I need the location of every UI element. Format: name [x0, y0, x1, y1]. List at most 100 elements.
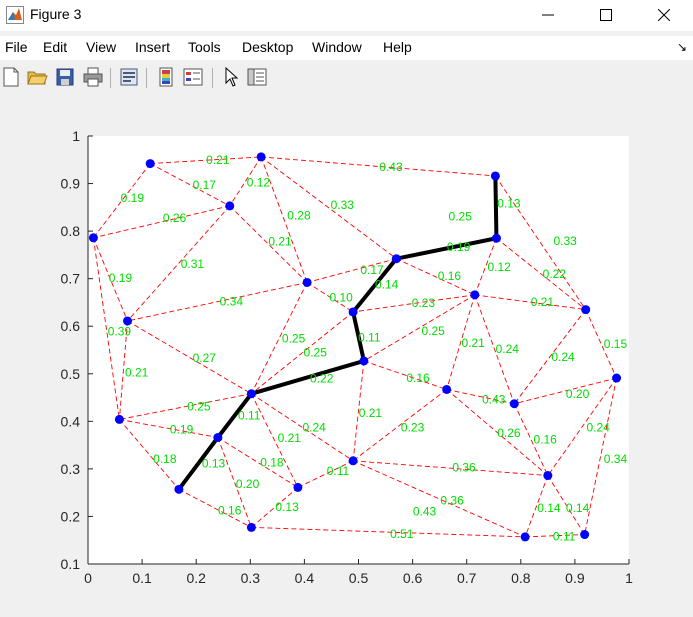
y-tick-label: 0.3 — [61, 461, 81, 477]
x-tick-label: 0.6 — [403, 570, 423, 586]
graph-node — [359, 356, 369, 366]
new-figure-icon[interactable] — [0, 66, 22, 88]
graph-node — [293, 482, 303, 492]
edge-weight-label: 0.14 — [375, 277, 399, 291]
edge-weight-label: 0.11 — [553, 529, 576, 543]
y-tick-label: 0.5 — [61, 366, 81, 382]
graph-node — [391, 254, 401, 264]
edge-weight-label: 0.24 — [496, 342, 520, 356]
edge-weight-label: 0.21 — [531, 295, 555, 309]
graph-edge — [251, 487, 299, 528]
edge-weight-label: 0.19 — [121, 191, 145, 205]
maximize-button[interactable] — [576, 0, 636, 31]
graph-edge — [229, 205, 308, 283]
edge-weight-label: 0.21 — [206, 153, 230, 167]
edge-weight-label: 0.16 — [406, 371, 430, 385]
edge-weight-label: 0.25 — [304, 345, 328, 359]
graph-node — [302, 277, 312, 287]
window-title: Figure 3 — [30, 6, 82, 22]
figure-canvas-area: 0.21 0.43 0.17 0.12 0.19 0.33 0.13 0.26 0.28 0.25… — [0, 96, 693, 617]
graph-edge — [396, 258, 476, 296]
menu-insert[interactable]: Insert — [135, 39, 171, 55]
print-preview-icon[interactable] — [118, 66, 140, 88]
graph-node — [442, 384, 452, 394]
edge-weight-label: 0.14 — [566, 501, 590, 515]
edge-weight-label: 0.22 — [543, 267, 567, 281]
edge-weight-label: 0.19 — [109, 271, 133, 285]
graph-edge — [524, 475, 549, 538]
graph-edge — [446, 389, 549, 476]
graph-edge — [352, 460, 526, 538]
minimize-button[interactable] — [518, 0, 578, 31]
matlab-logo-icon — [6, 6, 24, 24]
edge-weight-label: 0.21 — [278, 431, 302, 445]
save-icon[interactable] — [54, 66, 76, 88]
edge-weight-label: 0.11 — [327, 464, 350, 478]
menu-file[interactable]: File — [5, 39, 28, 55]
path-layer — [176, 173, 499, 492]
edge-weight-label: 0.33 — [331, 198, 355, 212]
graph-edge — [446, 294, 476, 390]
graph-edge — [150, 163, 230, 207]
graph-node — [470, 290, 480, 300]
edge-weight-label: 0.11 — [358, 331, 381, 345]
edge-weight-label: 0.26 — [163, 211, 187, 225]
graph-node — [581, 305, 591, 315]
edge-weight-label: 0.12 — [487, 260, 511, 274]
menu-tools[interactable]: Tools — [188, 39, 221, 55]
y-tick-label: 0.7 — [61, 271, 81, 287]
graph-edge — [260, 156, 397, 260]
menu-window[interactable]: Window — [312, 39, 362, 55]
edge-weight-label: 0.20 — [566, 387, 590, 401]
graph-node — [348, 456, 358, 466]
graph-node — [225, 201, 235, 211]
menu-desktop[interactable]: Desktop — [242, 39, 294, 55]
y-tick-label: 0.8 — [61, 223, 81, 239]
menu-edit[interactable]: Edit — [43, 39, 68, 55]
graph-edge — [495, 175, 587, 310]
open-file-icon[interactable] — [26, 66, 48, 88]
graph-node — [520, 532, 530, 542]
edge-weight-label: 0.18 — [260, 456, 284, 470]
edge-weight-label: 0.14 — [537, 501, 561, 515]
menu-help[interactable]: Help — [383, 39, 412, 55]
toolbar-dock-arrow-icon[interactable]: ↘ — [676, 40, 687, 54]
edge-weight-label: 0.31 — [181, 257, 205, 271]
menu-view[interactable]: View — [86, 39, 117, 55]
close-button[interactable] — [634, 0, 693, 31]
edge-weight-label: 0.18 — [153, 452, 177, 466]
edge-weight-label: 0.25 — [187, 400, 211, 414]
graph-node — [122, 316, 132, 326]
graph-edge — [584, 377, 617, 535]
colorbar-icon[interactable] — [155, 66, 177, 88]
edge-weight-label: 0.28 — [287, 208, 311, 222]
graph-node — [174, 484, 184, 494]
property-editor-icon[interactable] — [246, 66, 268, 88]
edge-weight-label: 0.13 — [202, 457, 226, 471]
edge-weight-label: 0.34 — [604, 452, 628, 466]
pointer-icon[interactable] — [220, 66, 242, 88]
graph-plot[interactable]: 0.210.430.17 0.120.190.33 0.130.26 0.28 0.25… — [0, 96, 693, 617]
edge-weight-label: 0.19 — [170, 422, 194, 436]
graph-node — [509, 399, 519, 409]
graph-edge — [260, 156, 308, 283]
x-tick-label: 0.3 — [241, 570, 261, 586]
graph-edge — [251, 393, 354, 462]
x-tick-label: 0.9 — [565, 570, 585, 586]
edge-weight-label: 0.21 — [125, 365, 149, 379]
x-tick-label: 0.1 — [132, 570, 152, 586]
graph-edge — [363, 294, 476, 362]
graph-edge — [118, 320, 128, 420]
graph-edge — [513, 403, 549, 476]
edge-weight-label: 0.16 — [438, 269, 462, 283]
graph-edge — [513, 309, 587, 405]
nodes-layer — [88, 152, 622, 542]
edge-weight-label: 0.25 — [421, 324, 445, 338]
print-icon[interactable] — [82, 66, 104, 88]
y-tick-label: 0.6 — [61, 318, 81, 334]
legend-icon[interactable] — [182, 66, 204, 88]
graph-node — [348, 307, 358, 317]
graph-node — [256, 152, 266, 162]
graph-edge — [306, 282, 354, 313]
graph-edge — [250, 282, 308, 394]
